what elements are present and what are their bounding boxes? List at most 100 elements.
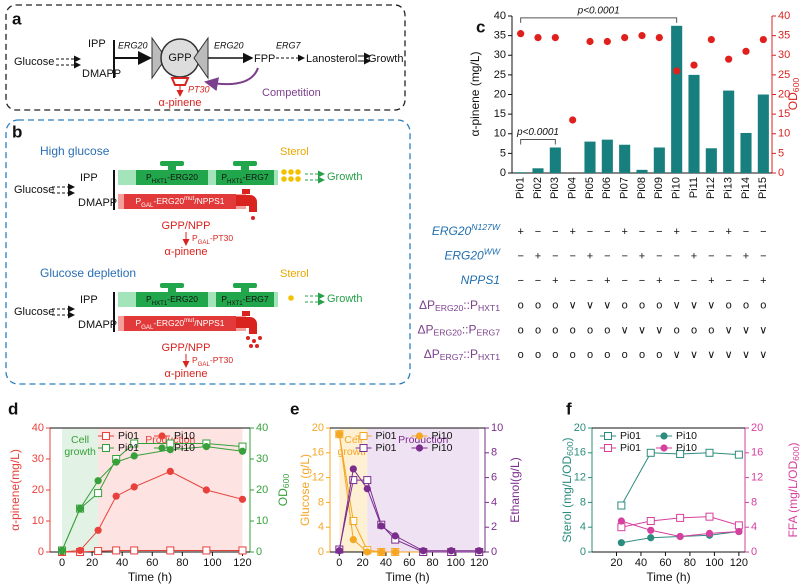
text-part: P	[221, 172, 227, 182]
y2-axis-label: FFA (mg/L/OD600)	[786, 442, 801, 537]
y2-tick-label: 0	[491, 546, 497, 558]
x-axis-label: Time (h)	[646, 570, 690, 584]
dot	[673, 67, 681, 75]
bar	[532, 168, 544, 173]
panel-label: c	[476, 17, 485, 36]
text-part: ::P	[463, 347, 478, 361]
y-tick-label: 4	[580, 521, 586, 533]
panel-frame	[5, 4, 406, 111]
regulator	[241, 165, 249, 170]
script-text: ERG20	[434, 328, 462, 338]
y2-tick-label: 12	[751, 472, 763, 484]
x-tick-label: Pi09	[653, 177, 665, 199]
genotype-mark: ∨	[673, 349, 681, 361]
series-line	[338, 467, 480, 552]
genotype-mark: −	[708, 251, 714, 263]
text-part: P	[135, 318, 141, 328]
cassette-label: PHXT1-ERG7	[221, 294, 269, 306]
genotype-mark: o	[570, 324, 576, 336]
genotype-mark: −	[639, 226, 645, 238]
genotype-mark: ∨	[673, 300, 681, 312]
script-text: mut	[184, 317, 194, 324]
sterol-label: Sterol	[280, 146, 309, 158]
faucet	[236, 317, 257, 334]
node-ipp: IPP	[80, 172, 98, 184]
marker	[604, 444, 612, 452]
marker	[58, 546, 66, 555]
y-tick-label: 4	[318, 521, 324, 533]
genotype-mark: o	[587, 349, 593, 361]
faucet	[236, 195, 257, 212]
legend-label: Pi01	[118, 430, 139, 442]
y2-tick-label: 0	[751, 546, 757, 558]
text-part: -ERG20	[167, 294, 198, 304]
series-line	[61, 470, 243, 553]
genotype-mark: −	[535, 275, 541, 287]
valve	[193, 36, 209, 80]
dot	[742, 47, 750, 55]
y-axis-label: Glucose (g/L)	[298, 454, 312, 526]
y-axis-label: α-pinene (mg/L)	[468, 52, 482, 137]
genotype-mark: −	[725, 275, 731, 287]
y2-tick-label: 15	[778, 108, 790, 120]
marker	[349, 517, 358, 525]
sterol-dot	[281, 169, 287, 175]
genotype-mark: ∨	[759, 324, 767, 336]
bar	[653, 147, 665, 173]
marker	[202, 486, 210, 494]
node-growth: Growth	[327, 171, 362, 183]
text-part: -ERG7	[243, 172, 269, 182]
panel-label: d	[8, 399, 18, 418]
genotype-mark: +	[725, 226, 731, 238]
marker	[166, 439, 175, 448]
x-tick-label: Pi12	[705, 177, 717, 199]
y-tick-label: 12	[574, 472, 586, 484]
marker	[112, 458, 120, 466]
region-label: growth	[64, 446, 96, 458]
text-part: FFA (mg/L/OD	[786, 461, 800, 538]
y2-tick-label: 4	[751, 521, 757, 533]
y-tick-label: 0	[500, 167, 506, 179]
genotype-mark: −	[604, 251, 610, 263]
y2-tick-label: 35	[778, 30, 790, 42]
genotype-mark: −	[535, 226, 541, 238]
sterol-dot	[288, 169, 294, 175]
x-tick-label: 0	[59, 557, 65, 569]
marker	[166, 546, 175, 555]
x-tick-label: 120	[470, 557, 488, 569]
text-part: P	[221, 294, 227, 304]
text-part: Sterol (mg/L/OD	[560, 456, 574, 543]
legend-label: Pi10	[174, 442, 195, 454]
marker	[363, 476, 372, 485]
marker	[391, 548, 399, 556]
marker	[377, 548, 385, 556]
node-lanosterol: Lanosterol	[306, 53, 357, 65]
marker	[102, 444, 110, 452]
text-part: -PT30	[210, 233, 233, 243]
panel-label: e	[290, 399, 299, 418]
x-tick-label: Pi15	[757, 177, 769, 199]
text-part: P	[192, 233, 198, 243]
genotype-mark: o	[656, 349, 662, 361]
x-tick-label: 120	[233, 557, 251, 569]
bar	[601, 139, 613, 173]
y2-tick-label: 4	[491, 496, 497, 508]
marker	[130, 483, 138, 491]
genotype-mark: −	[691, 275, 697, 287]
genotype-mark: +	[708, 275, 714, 287]
script-text: GAL	[141, 202, 154, 209]
marker	[158, 432, 166, 440]
marker	[447, 547, 455, 555]
marker	[76, 505, 84, 513]
genotype-mark: o	[570, 349, 576, 361]
y2-tick-label: 40	[256, 422, 268, 434]
competition-arrow	[204, 67, 259, 92]
genotype-mark: ∨	[725, 349, 733, 361]
script-text: 600	[791, 446, 801, 461]
genotype-mark: ∨	[690, 349, 698, 361]
genotype-mark: +	[656, 275, 662, 287]
genotype-mark: +	[691, 251, 697, 263]
y2-tick-label: 40	[778, 10, 790, 22]
genotype-mark: +	[621, 226, 627, 238]
row-label: ΔPERG20::PHXT1	[419, 298, 500, 313]
